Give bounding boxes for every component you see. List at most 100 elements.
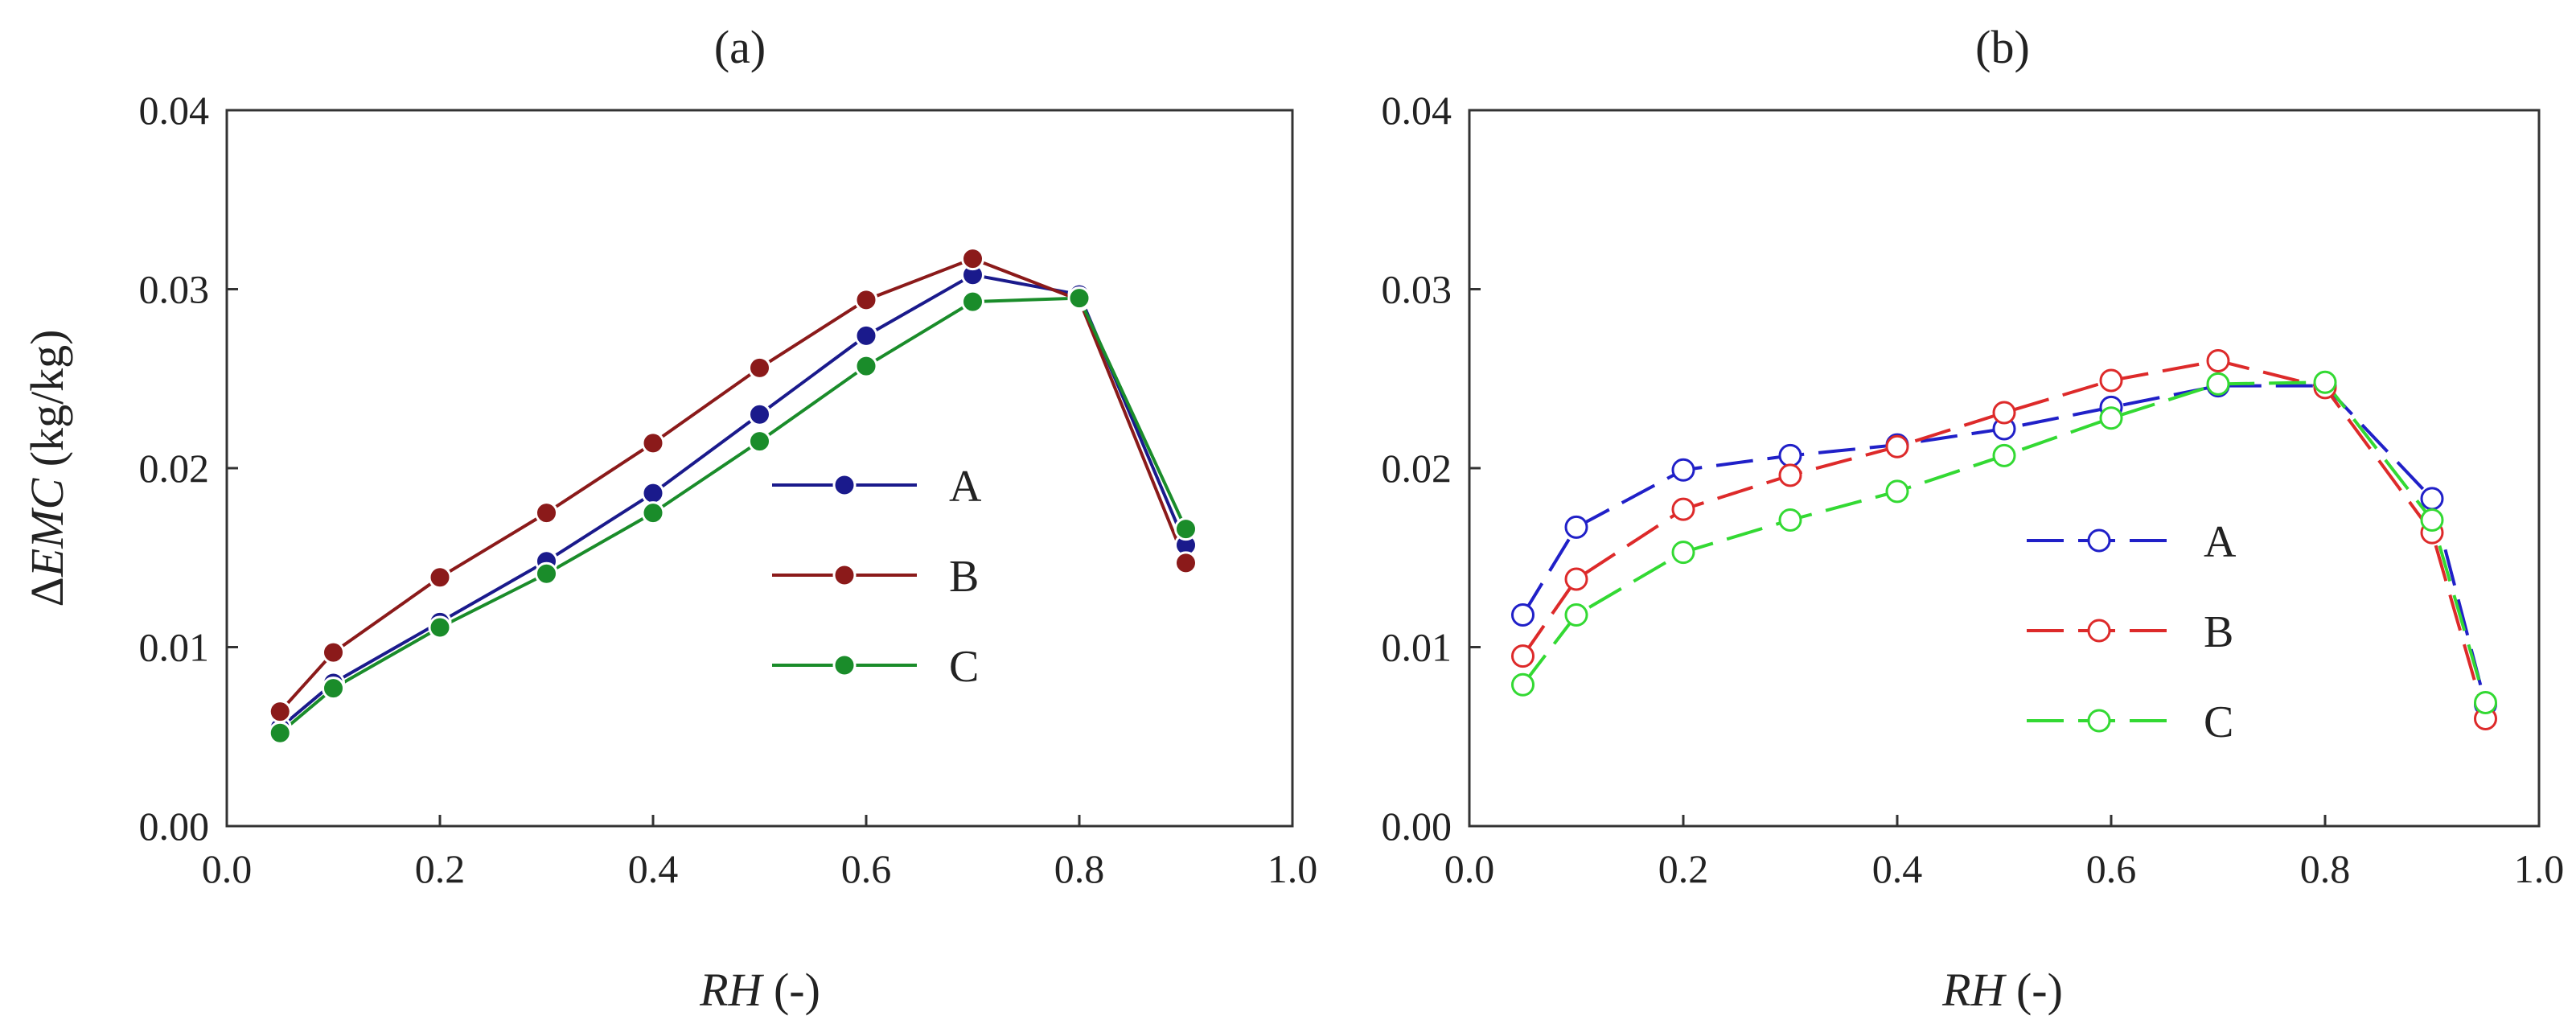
- legend-marker-B: [832, 563, 857, 587]
- legend-marker-A: [2087, 528, 2111, 553]
- data-point-B: [1174, 551, 1198, 575]
- panel-a-legend: ABC: [772, 462, 982, 692]
- data-point-C: [1778, 508, 1802, 533]
- series-line-B: [278, 257, 1188, 713]
- panel-a-series: [268, 247, 1198, 745]
- x-tick-label: 0.8: [2300, 846, 2351, 891]
- data-point-B: [1671, 497, 1695, 521]
- series-line-C: [278, 296, 1188, 734]
- data-point-B: [1511, 644, 1535, 668]
- legend-label-A: A: [2204, 517, 2237, 567]
- data-point-B: [268, 700, 292, 724]
- data-point-C: [2206, 372, 2230, 396]
- data-point-C: [854, 354, 878, 378]
- y-tick-label: 0.02: [139, 446, 210, 491]
- x-tick-label: 0.6: [841, 846, 892, 891]
- panel-b-frame: [1468, 109, 2541, 828]
- x-tick-label: 0.8: [1054, 846, 1105, 891]
- series-line-A: [278, 273, 1188, 730]
- data-point-B: [1992, 401, 2016, 425]
- x-tick-label: 0.2: [1658, 846, 1709, 891]
- data-point-B: [854, 288, 878, 312]
- legend-label-C: C: [2204, 697, 2233, 747]
- legend-marker-A: [832, 473, 857, 497]
- x-tick-label: 0.0: [1444, 846, 1495, 891]
- panel-a: (a) 0.0 0.2 0.4 0.6 0.8 1.00.000.010.020.030.…: [21, 21, 1317, 1016]
- x-tick-label: 0.6: [2086, 846, 2137, 891]
- data-point-A: [1671, 458, 1695, 482]
- data-point-B: [641, 431, 665, 455]
- data-point-C: [748, 430, 771, 454]
- data-point-B: [961, 247, 984, 271]
- y-tick-label: 0.04: [139, 88, 210, 133]
- data-point-A: [1778, 443, 1802, 467]
- legend-marker-C: [2087, 709, 2111, 733]
- legend-marker-B: [2087, 619, 2111, 643]
- panel-a-ticks: 0.0 0.2 0.4 0.6 0.8 1.0 0.00 0.01 0.02 0.03 0.04: [139, 88, 1318, 891]
- data-point-C: [2099, 406, 2123, 430]
- data-point-A: [748, 402, 771, 426]
- x-tick-label: 1.0: [1267, 846, 1318, 891]
- panel-b-title: (b): [1975, 21, 2030, 73]
- y-tick-label: 0.04: [1382, 88, 1452, 133]
- data-point-C: [268, 721, 292, 745]
- y-tick-label: 0.01: [1382, 625, 1452, 670]
- data-point-C: [1885, 479, 1909, 504]
- data-point-B: [748, 356, 771, 380]
- x-tick-label: 0.0: [202, 846, 253, 891]
- x-tick-label: 0.4: [1872, 846, 1923, 891]
- data-point-B: [1778, 463, 1802, 487]
- panel-a-frame: [225, 109, 1294, 828]
- data-point-A: [1564, 515, 1588, 539]
- data-point-A: [641, 481, 665, 505]
- legend-label-C: C: [949, 642, 979, 692]
- series-line-B: [1521, 359, 2488, 720]
- panel-b-legend: ABC: [2027, 517, 2237, 747]
- data-point-B: [322, 640, 345, 664]
- data-point-A: [854, 323, 878, 347]
- y-tick-label: 0.02: [1382, 446, 1452, 491]
- data-point-C: [641, 501, 665, 525]
- data-point-B: [1885, 434, 1909, 458]
- legend-label-B: B: [2204, 607, 2233, 657]
- data-point-B: [2206, 349, 2230, 372]
- panel-a-y-axis-label: ΔEMC (kg/kg): [21, 330, 73, 607]
- legend-label-B: B: [949, 552, 979, 602]
- panel-a-x-axis-label: RH (-): [699, 964, 820, 1016]
- data-point-C: [2420, 508, 2444, 533]
- data-point-C: [535, 561, 558, 586]
- data-point-C: [1067, 286, 1091, 310]
- data-point-C: [1564, 602, 1588, 627]
- data-point-C: [1671, 541, 1695, 565]
- data-point-C: [428, 615, 452, 639]
- data-point-C: [2474, 690, 2497, 714]
- legend-label-A: A: [949, 462, 982, 512]
- data-point-C: [961, 290, 984, 314]
- y-tick-label: 0.03: [139, 267, 210, 312]
- data-point-B: [428, 565, 452, 590]
- x-tick-label: 1.0: [2514, 846, 2565, 891]
- data-point-B: [1564, 567, 1588, 591]
- panel-b-ticks: 0.0 0.2 0.4 0.6 0.8 1.0 0.00 0.01 0.02 0.03 0.04: [1382, 88, 2565, 891]
- data-point-C: [2313, 370, 2337, 394]
- panel-a-title: (a): [714, 21, 766, 73]
- data-point-A: [1511, 602, 1535, 627]
- x-tick-label: 0.2: [415, 846, 466, 891]
- y-tick-label: 0.01: [139, 625, 210, 670]
- legend-marker-C: [832, 653, 857, 677]
- y-tick-label: 0.03: [1382, 267, 1452, 312]
- data-point-C: [1174, 517, 1198, 541]
- y-tick-label: 0.00: [1382, 804, 1452, 849]
- y-tick-label: 0.00: [139, 804, 210, 849]
- data-point-B: [535, 501, 558, 525]
- x-tick-label: 0.4: [628, 846, 679, 891]
- panel-b-series: [1511, 349, 2497, 730]
- data-point-C: [1511, 672, 1535, 697]
- data-point-C: [322, 676, 345, 701]
- data-point-B: [2099, 368, 2123, 393]
- panel-b: (b) 0.0 0.2 0.4 0.6 0.8 1.00.000.010.020.030.…: [1382, 21, 2565, 1016]
- data-point-A: [2420, 487, 2444, 511]
- data-point-C: [1992, 443, 2016, 467]
- panel-b-x-axis-label: RH (-): [1941, 964, 2063, 1016]
